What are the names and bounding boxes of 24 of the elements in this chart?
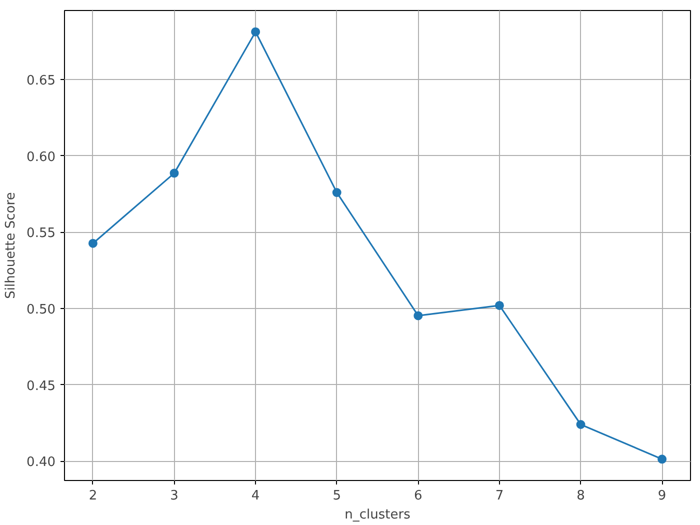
point — [170, 168, 179, 178]
point — [88, 238, 98, 248]
x-tick-label: 5 — [332, 488, 341, 504]
point — [658, 454, 667, 464]
y-tick-label: 0.40 — [26, 455, 56, 470]
point — [332, 188, 342, 198]
y-tick-label: 0.55 — [26, 226, 56, 242]
point — [576, 420, 586, 429]
x-tick-label: 4 — [251, 488, 260, 504]
point — [414, 311, 423, 320]
y-tick-label: 0.65 — [26, 74, 56, 89]
x-tick-label: 7 — [495, 488, 504, 504]
x-tick-label: 3 — [170, 488, 178, 504]
x-tick-label: 8 — [576, 488, 585, 504]
x-tick-label: 2 — [88, 488, 98, 504]
point — [251, 27, 260, 36]
y-tick-label: 0.45 — [26, 378, 56, 394]
x-tick-label: 6 — [414, 488, 422, 504]
y-axis-title: Silhouette Score — [4, 192, 19, 299]
x-axis-title: n_clusters — [344, 508, 411, 522]
point — [494, 300, 504, 310]
y-tick-label: 0.60 — [26, 150, 56, 165]
y-tick-label: 0.50 — [26, 302, 56, 318]
x-tick-label: 9 — [658, 488, 666, 504]
